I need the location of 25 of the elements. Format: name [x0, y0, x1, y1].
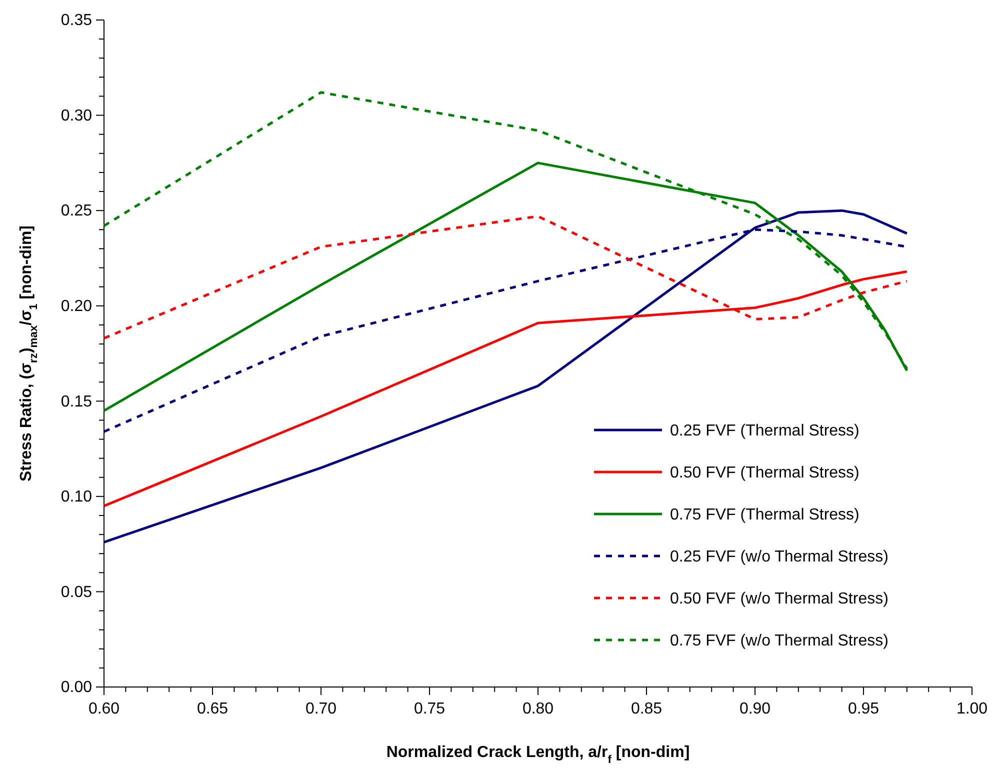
legend-label: 0.75 FVF (Thermal Stress) — [670, 506, 860, 524]
x-axis-title: Normalized Crack Length, a/r$_{f}$ [non-dim] — [386, 744, 690, 766]
y-tick-label: 0.25 — [60, 202, 92, 220]
legend-label: 0.25 FVF (w/o Thermal Stress) — [670, 548, 888, 566]
y-tick-label: 0.15 — [60, 393, 92, 410]
y-tick-label: 0.05 — [60, 584, 92, 601]
legend-label: 0.25 FVF (Thermal Stress) — [670, 422, 860, 440]
x-tick-label: 0.95 — [848, 700, 880, 718]
x-tick-label: 0.90 — [739, 700, 771, 718]
legend-label: 0.75 FVF (w/o Thermal Stress) — [670, 632, 888, 650]
legend-label: 0.50 FVF (w/o Thermal Stress) — [670, 590, 888, 608]
x-tick-label: 0.80 — [522, 700, 554, 718]
x-tick-label: 0.60 — [88, 700, 120, 718]
x-tick-label: 1.00 — [956, 700, 988, 718]
x-tick-label: 0.65 — [196, 700, 228, 718]
y-tick-label: 0.30 — [60, 107, 92, 124]
y-tick-label: 0.20 — [60, 298, 92, 315]
y-tick-label: 0.10 — [60, 488, 92, 506]
legend-label: 0.50 FVF (Thermal Stress) — [670, 464, 860, 482]
y-tick-label: 0.35 — [60, 12, 92, 30]
x-tick-label: 0.70 — [305, 700, 337, 718]
line-series — [102, 209, 908, 544]
y-tick-label: 0.00 — [60, 679, 92, 696]
x-tick-label: 0.85 — [630, 700, 662, 718]
x-tick-label: 0.75 — [414, 700, 446, 718]
